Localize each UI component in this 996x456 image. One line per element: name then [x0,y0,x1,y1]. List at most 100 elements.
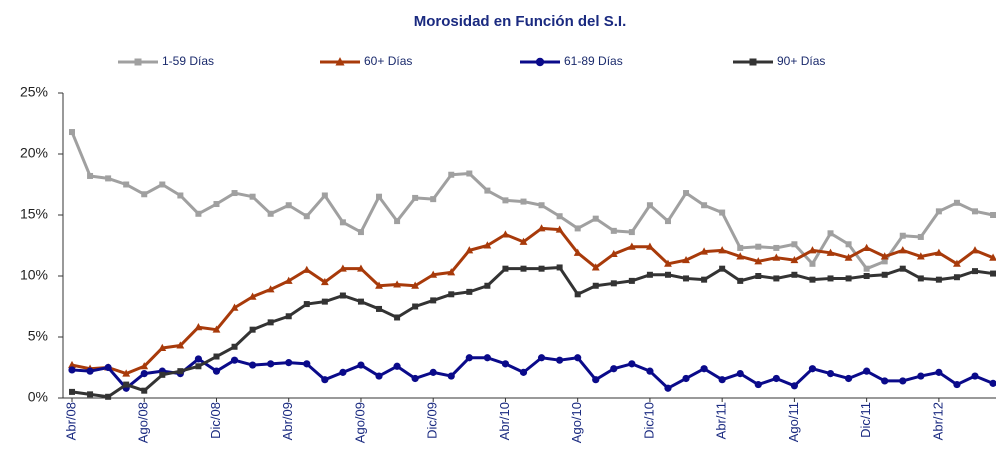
point [412,303,419,310]
point [231,190,238,197]
point [592,215,599,222]
point [339,292,346,299]
point [826,248,835,256]
point [646,367,654,375]
point [701,202,708,209]
point [68,366,76,374]
point [646,271,653,278]
point [862,243,871,251]
point [140,370,148,378]
x-tick-label: Ago/09 [352,402,367,443]
point [212,325,221,333]
point [520,198,527,205]
point [899,232,906,239]
point [683,275,690,282]
point [122,369,131,377]
point [845,275,852,282]
point [737,277,744,284]
point [412,194,419,201]
x-tick-label: Abr/09 [280,402,295,440]
point [972,208,978,215]
point [700,365,708,373]
x-tick-label: Ago/08 [136,402,151,443]
point [519,368,528,376]
point [610,280,617,287]
legend-label: 1-59 Días [162,54,214,68]
point [790,255,799,264]
point [537,354,546,362]
point [194,323,203,331]
legend-marker [749,58,757,66]
point [844,253,853,261]
point [863,273,870,279]
point [484,282,491,289]
x-tick-label: Abr/08 [63,402,78,440]
point [320,277,329,286]
point [772,374,780,383]
point [159,371,166,378]
point [321,298,328,305]
point [682,374,690,383]
legend-label: 90+ Días [777,54,825,68]
point [646,202,653,209]
point [556,213,563,220]
point [519,237,528,245]
point [899,377,907,385]
point [990,212,996,218]
point [213,201,220,208]
point [230,303,239,311]
point [448,291,455,298]
point [737,244,744,251]
point [773,275,780,282]
y-tick-label: 15% [20,206,48,222]
point [69,129,75,136]
point [682,255,690,264]
point [935,208,942,215]
point [285,359,293,367]
point [790,382,799,390]
point [303,360,311,368]
point [249,193,256,200]
point [393,362,401,370]
point [917,372,925,380]
point [972,268,978,275]
point [664,218,671,225]
point [447,268,456,276]
legend-label: 60+ Días [364,54,412,68]
point [573,248,582,256]
point [123,381,130,388]
point [105,393,112,400]
series-line [71,356,994,390]
point [465,354,473,362]
point [303,213,310,220]
point [574,291,581,298]
point [953,259,961,267]
point [267,319,274,326]
point [285,313,292,320]
point [880,252,889,260]
point [213,353,220,360]
point [248,292,257,300]
point [863,265,870,272]
point [538,202,545,209]
point [430,297,437,304]
point [809,260,816,267]
point [899,265,906,272]
point [700,247,708,255]
point [574,354,582,362]
point [953,274,960,281]
point [718,246,727,254]
point [303,301,310,308]
point [537,224,546,232]
x-tick-label: Abr/11 [714,402,729,439]
point [249,361,257,369]
point [86,367,94,375]
point [556,356,564,364]
point [754,257,763,265]
point [719,265,726,272]
point [466,288,473,295]
point [393,280,401,288]
point [808,365,817,373]
point [953,380,961,389]
point [683,190,690,197]
